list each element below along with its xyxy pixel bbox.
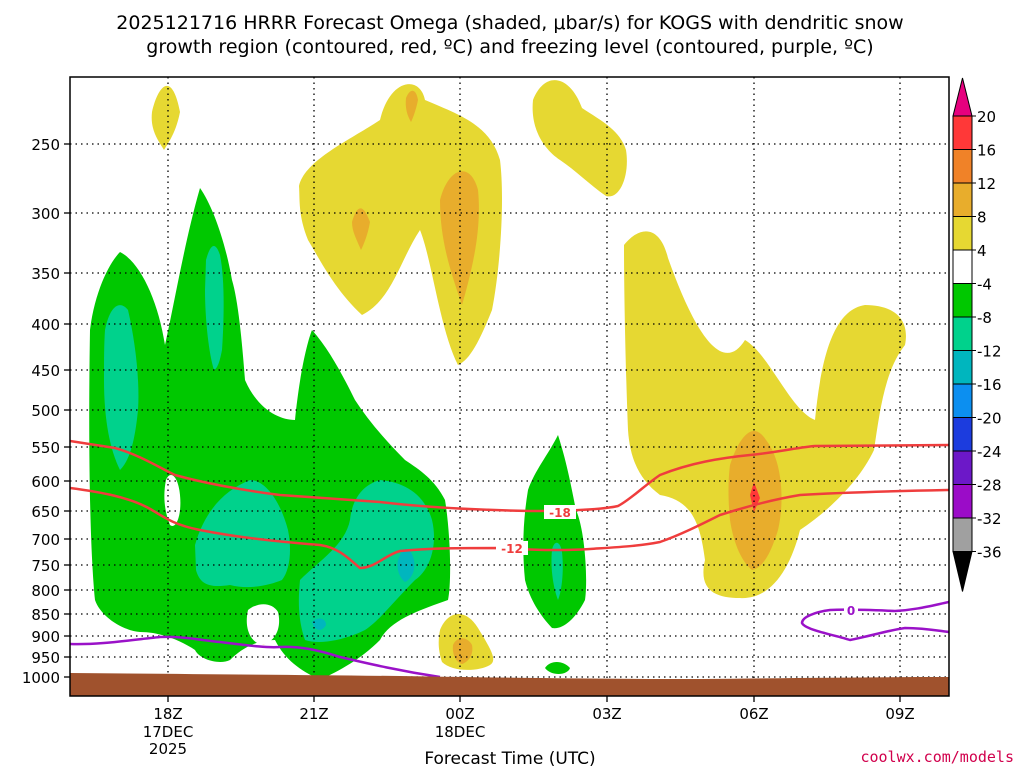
colorbar-label: -28: [977, 477, 1002, 495]
contour-label-zero: 0: [847, 604, 855, 618]
colorbar-top-arrow: [952, 77, 973, 117]
y-tick-label: 850: [31, 606, 60, 624]
y-tick-label: 800: [31, 582, 60, 600]
omega-fill-cyan: [312, 618, 326, 630]
colorbar-label: 12: [977, 175, 996, 193]
colorbar-label: -16: [977, 376, 1002, 394]
x-tick-label: 06Z: [739, 705, 768, 723]
colorbar-swatch: [952, 517, 973, 552]
x-tick-sublabel: 18DEC: [435, 723, 486, 741]
colorbar-swatch: [952, 216, 973, 251]
contour-label-minus18: -18: [549, 506, 571, 520]
colorbar-swatch: [952, 417, 973, 452]
plot-area: [70, 77, 949, 696]
chart-title-line1: 2025121716 HRRR Forecast Omega (shaded, …: [116, 12, 903, 34]
plot-frame: [69, 76, 950, 697]
colorbar-swatch: [952, 484, 973, 519]
x-tick-label: 00Z: [445, 705, 474, 723]
y-tick-label: 900: [31, 628, 60, 646]
x-tick-label: 18Z: [153, 705, 182, 723]
y-tick-label: 250: [31, 136, 60, 154]
colorbar-label: -12: [977, 343, 1002, 361]
omega-fill-positive: [624, 231, 906, 599]
colorbar-swatch: [952, 383, 973, 418]
colorbar-label: 16: [977, 142, 996, 160]
omega-fill-positive: [299, 84, 503, 365]
x-tick-sublabel: 2025: [149, 740, 187, 758]
y-axis: 250 300 350 400 450 500 550 600 650 700 750 800 850 9…: [22, 136, 70, 687]
colorbar-label: -4: [977, 276, 992, 294]
contour-dgz-lower: [70, 486, 949, 570]
colorbar-swatch: [952, 249, 973, 284]
omega-fill-teal: [298, 480, 435, 642]
colorbar-bottom-arrow: [952, 551, 973, 592]
omega-fill-negative: [523, 435, 587, 629]
colorbar-swatch: [952, 283, 973, 318]
omega-fill-teal: [195, 480, 290, 588]
y-tick-label: 400: [31, 316, 60, 334]
y-tick-label: 550: [31, 439, 60, 457]
y-tick-label: 450: [31, 362, 60, 380]
colorbar-swatch: [952, 450, 973, 485]
colorbar-swatch: [952, 115, 973, 150]
terrain: [70, 673, 949, 696]
y-tick-label: 750: [31, 557, 60, 575]
omega-fill-negative: [545, 662, 570, 675]
y-tick-label: 1000: [22, 669, 60, 687]
x-tick-sublabel: 17DEC: [143, 723, 194, 741]
omega-fill-gold: [440, 171, 479, 305]
colorbar-swatch: [952, 316, 973, 351]
omega-fill-teal: [205, 245, 224, 370]
omega-fill-gold: [405, 90, 418, 122]
y-tick-label: 600: [31, 473, 60, 491]
colorbar-label: -8: [977, 309, 992, 327]
colorbar: 20 16 12 8 4 -4 -8 -12 -16 -20 -24 -28 -32 -36: [952, 77, 1002, 592]
contour-label-minus12: -12: [501, 542, 523, 556]
contour-dgz-upper: [70, 439, 949, 513]
y-tick-label: 500: [31, 402, 60, 420]
omega-fill-clear: [246, 604, 280, 645]
omega-fill-teal: [551, 542, 563, 600]
colorbar-label: -24: [977, 443, 1002, 461]
x-axis-label: Forecast Time (UTC): [424, 749, 595, 768]
x-tick-label: 03Z: [592, 705, 621, 723]
y-tick-label: 950: [31, 649, 60, 667]
x-tick-label: 21Z: [299, 705, 328, 723]
contour-freezing-level: [800, 600, 949, 642]
x-tick-label: 09Z: [885, 705, 914, 723]
omega-fill-gold: [352, 208, 370, 250]
omega-fill-gold: [452, 638, 473, 664]
chart-title-line2: growth region (contoured, red, ºC) and f…: [146, 36, 873, 58]
y-tick-label: 300: [31, 205, 60, 223]
colorbar-label: -36: [977, 544, 1002, 562]
colorbar-label: -20: [977, 410, 1002, 428]
credit-text: coolwx.com/models: [860, 748, 1014, 766]
omega-fill-clear: [164, 475, 181, 526]
colorbar-swatch: [952, 149, 973, 184]
colorbar-swatch: [952, 350, 973, 385]
colorbar-swatch: [952, 182, 973, 217]
y-tick-label: 700: [31, 531, 60, 549]
colorbar-label: 8: [977, 209, 987, 227]
omega-fill-positive: [532, 80, 627, 197]
contours: [70, 439, 949, 679]
y-tick-label: 650: [31, 503, 60, 521]
colorbar-label: 20: [977, 108, 996, 126]
y-tick-label: 350: [31, 265, 60, 283]
omega-fill-positive: [151, 85, 180, 150]
omega-fill-teal: [104, 305, 139, 470]
colorbar-label: 4: [977, 242, 987, 260]
contour-freezing-level: [70, 635, 441, 679]
colorbar-label: -32: [977, 510, 1002, 528]
